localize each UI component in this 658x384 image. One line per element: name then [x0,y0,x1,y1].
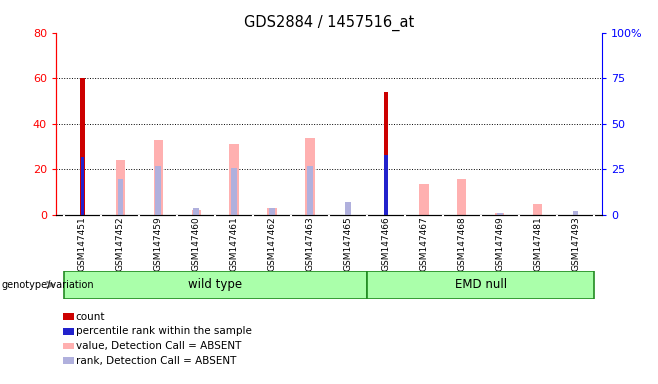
Bar [191,210,201,215]
Text: genotype/variation: genotype/variation [1,280,94,290]
Text: GSM147461: GSM147461 [230,217,239,271]
Bar [497,213,503,215]
Bar [384,155,388,215]
Title: GDS2884 / 1457516_at: GDS2884 / 1457516_at [244,15,414,31]
Text: value, Detection Call = ABSENT: value, Detection Call = ABSENT [76,341,241,351]
Text: GSM147460: GSM147460 [191,217,201,271]
Bar [384,92,388,215]
Bar [80,78,85,215]
Bar [533,204,542,215]
Text: count: count [76,312,105,322]
Bar [155,166,161,215]
Text: GSM147469: GSM147469 [495,217,504,271]
Bar [572,211,578,215]
Text: GSM147493: GSM147493 [571,217,580,271]
Bar [419,184,428,215]
Text: GSM147465: GSM147465 [343,217,353,271]
Text: GSM147466: GSM147466 [382,217,390,271]
Bar [305,138,315,215]
Bar [118,179,123,215]
Bar [269,208,275,215]
Bar [345,202,351,215]
Bar [307,166,313,215]
Bar [116,161,125,215]
Text: GSM147452: GSM147452 [116,217,125,271]
Text: rank, Detection Call = ABSENT: rank, Detection Call = ABSENT [76,356,236,366]
Bar [153,140,163,215]
Bar [232,167,237,215]
Text: GSM147462: GSM147462 [268,217,276,271]
Bar [193,208,199,215]
Text: GSM147467: GSM147467 [419,217,428,271]
Text: GSM147468: GSM147468 [457,217,467,271]
Text: GSM147481: GSM147481 [533,217,542,271]
Text: wild type: wild type [188,278,242,291]
Bar [80,157,84,215]
Bar [267,208,277,215]
Text: GSM147451: GSM147451 [78,217,87,271]
Bar [230,144,239,215]
Text: percentile rank within the sample: percentile rank within the sample [76,326,251,336]
Bar [64,271,367,299]
Bar [495,213,505,215]
Text: GSM147463: GSM147463 [305,217,315,271]
Bar [367,271,594,299]
Text: EMD null: EMD null [455,278,507,291]
Text: GSM147459: GSM147459 [154,217,163,271]
Bar [457,179,467,215]
